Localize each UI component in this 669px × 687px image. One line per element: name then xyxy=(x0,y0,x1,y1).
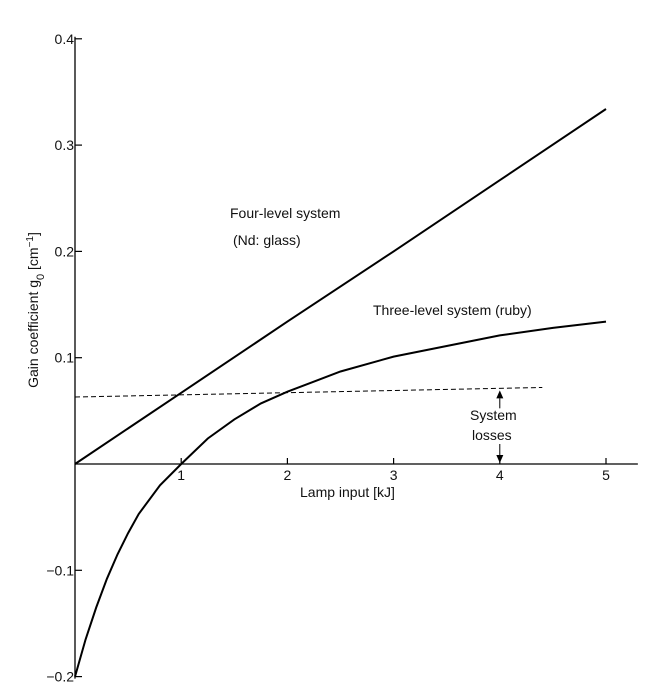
y-axis-title-unit-post: ] xyxy=(25,232,41,236)
ticks: 1 2 3 4 5 0.4 0.3 0.2 0.1 −0.1 −0.2 xyxy=(46,31,610,685)
y-axis-title-main: Gain coefficient g xyxy=(25,280,41,388)
three-level-line xyxy=(74,320,607,677)
y-tick-label-3: 0.2 xyxy=(55,243,75,259)
y-axis-title: Gain coefficient g0 [cm−1] xyxy=(25,232,48,388)
y-axis-title-sub: 0 xyxy=(35,274,47,280)
losses-dashed-line xyxy=(74,386,543,398)
y-tick-label-2: 0.3 xyxy=(55,137,75,153)
y-tick-label-4: 0.1 xyxy=(55,350,75,366)
annotations: Four-level system (Nd: glass) Three-leve… xyxy=(25,205,532,500)
y-axis-title-unit-pre: [cm xyxy=(25,247,41,273)
series-group xyxy=(74,108,607,677)
losses-label-line1: System xyxy=(470,407,517,423)
four-level-label-line1: Four-level system xyxy=(230,205,340,221)
y-tick-label-1: 0.4 xyxy=(55,31,75,47)
axes xyxy=(74,36,638,679)
losses-arrow-up-head xyxy=(496,390,504,399)
losses-label-line2: losses xyxy=(472,427,512,443)
losses-arrow-down-head xyxy=(496,455,504,463)
y-tick-label-6: −0.2 xyxy=(46,669,74,685)
x-tick-label-1: 1 xyxy=(177,467,185,483)
y-axis-title-unit-sup: −1 xyxy=(25,236,36,248)
x-axis-title: Lamp input [kJ] xyxy=(300,484,395,500)
four-level-line xyxy=(74,108,607,465)
three-level-label: Three-level system (ruby) xyxy=(373,302,532,318)
y-tick-label-5: −0.1 xyxy=(46,562,74,578)
four-level-label-line2: (Nd: glass) xyxy=(233,232,301,248)
x-tick-label-5: 5 xyxy=(602,467,610,483)
x-tick-label-2: 2 xyxy=(284,467,292,483)
x-tick-label-3: 3 xyxy=(390,467,398,483)
x-tick-label-4: 4 xyxy=(496,467,504,483)
